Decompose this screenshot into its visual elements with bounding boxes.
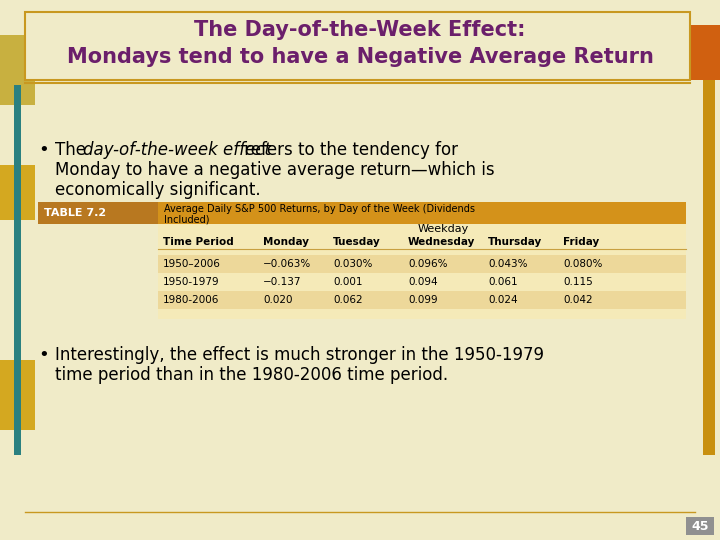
Text: 0.115: 0.115	[563, 277, 593, 287]
Bar	[158, 273, 686, 291]
Text: 1950-1979: 1950-1979	[163, 277, 220, 287]
Text: Friday: Friday	[563, 237, 599, 247]
Bar	[14, 85, 21, 455]
Text: TABLE 7.2: TABLE 7.2	[44, 208, 106, 218]
Text: Monday: Monday	[263, 237, 309, 247]
Text: The Day-of-the-Week Effect:: The Day-of-the-Week Effect:	[194, 20, 526, 40]
Text: Mondays tend to have a Negative Average Return: Mondays tend to have a Negative Average …	[66, 47, 654, 67]
Text: 0.042: 0.042	[563, 295, 593, 305]
Text: Time Period: Time Period	[163, 237, 234, 247]
Text: 0.020: 0.020	[263, 295, 292, 305]
Text: 0.062: 0.062	[333, 295, 363, 305]
Bar	[686, 517, 714, 535]
Text: day-of-the-week effect: day-of-the-week effect	[83, 141, 271, 159]
Text: 0.094: 0.094	[408, 277, 438, 287]
Bar	[158, 291, 686, 309]
Text: 0.096%: 0.096%	[408, 259, 448, 269]
Text: Wednesday: Wednesday	[408, 237, 475, 247]
Text: 0.043%: 0.043%	[488, 259, 528, 269]
Text: 0.061: 0.061	[488, 277, 518, 287]
Text: 0.099: 0.099	[408, 295, 438, 305]
Text: Thursday: Thursday	[488, 237, 542, 247]
Text: −0.137: −0.137	[263, 277, 302, 287]
Text: 45: 45	[691, 519, 708, 532]
Text: 1950–2006: 1950–2006	[163, 259, 221, 269]
Bar	[25, 12, 690, 80]
Text: −0.063%: −0.063%	[263, 259, 311, 269]
Bar	[158, 255, 686, 273]
Text: 1980-2006: 1980-2006	[163, 295, 220, 305]
Text: •: •	[38, 346, 49, 364]
Text: refers to the tendency for: refers to the tendency for	[239, 141, 458, 159]
Text: economically significant.: economically significant.	[55, 181, 261, 199]
Bar	[158, 224, 686, 319]
Bar	[690, 25, 720, 80]
Text: time period than in the 1980-2006 time period.: time period than in the 1980-2006 time p…	[55, 366, 448, 384]
Bar	[0, 360, 35, 430]
Bar	[158, 202, 686, 224]
Bar	[0, 165, 35, 220]
Text: •: •	[38, 141, 49, 159]
Bar	[703, 80, 715, 455]
Text: The: The	[55, 141, 91, 159]
Text: Weekday: Weekday	[418, 224, 469, 234]
Text: Monday to have a negative average return—which is: Monday to have a negative average return…	[55, 161, 495, 179]
Text: 0.030%: 0.030%	[333, 259, 372, 269]
Text: Included): Included)	[164, 214, 210, 224]
Text: 0.001: 0.001	[333, 277, 362, 287]
Text: 0.080%: 0.080%	[563, 259, 603, 269]
Bar	[0, 35, 35, 105]
Text: Tuesday: Tuesday	[333, 237, 381, 247]
Text: Interestingly, the effect is much stronger in the 1950-1979: Interestingly, the effect is much strong…	[55, 346, 544, 364]
Bar	[38, 202, 158, 224]
Text: Average Daily S&P 500 Returns, by Day of the Week (Dividends: Average Daily S&P 500 Returns, by Day of…	[164, 204, 475, 214]
Text: 0.024: 0.024	[488, 295, 518, 305]
